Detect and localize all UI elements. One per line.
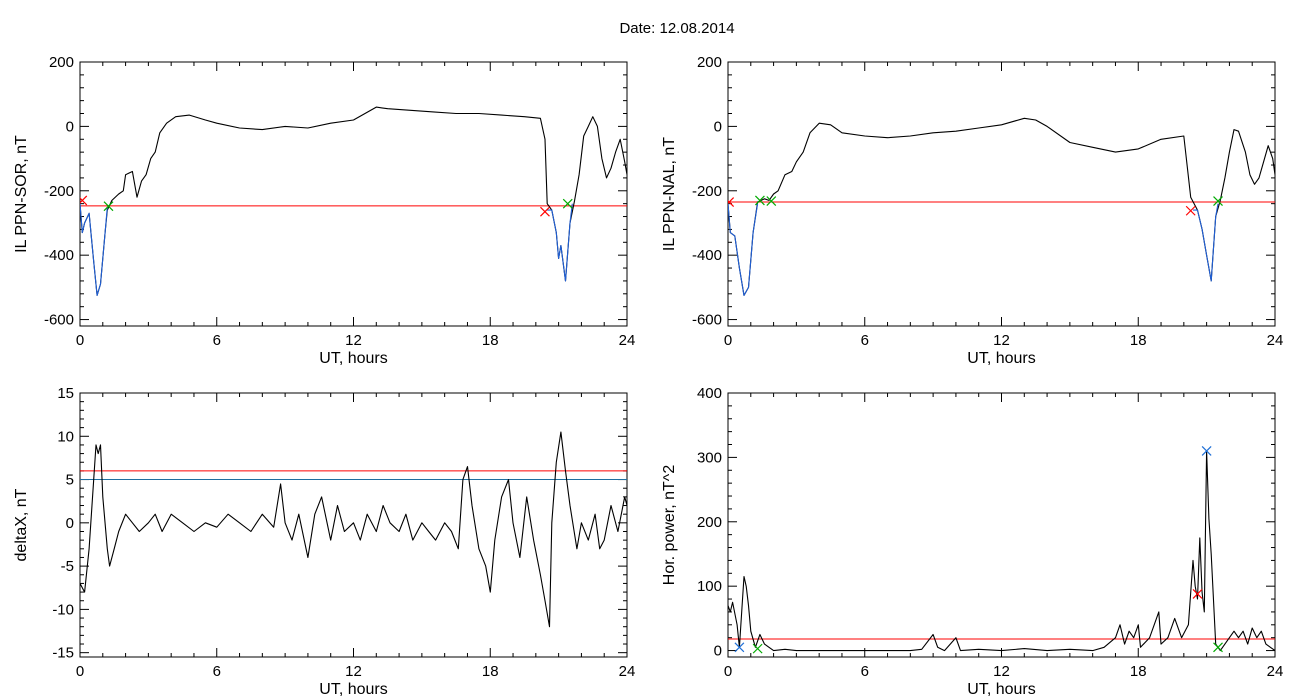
event-marker bbox=[1192, 588, 1203, 599]
series-line bbox=[547, 203, 573, 282]
figure-title: Date: 12.08.2014 bbox=[619, 20, 734, 37]
y-axis-label: deltaX, nT bbox=[13, 488, 30, 561]
series-line bbox=[728, 450, 1275, 652]
x-tick-label: 24 bbox=[1267, 663, 1284, 680]
x-axis-label: UT, hours bbox=[319, 681, 387, 698]
x-tick-label: 6 bbox=[213, 663, 221, 680]
x-tick-label: 18 bbox=[1130, 332, 1147, 349]
event-marker bbox=[766, 196, 777, 207]
x-tick-label: 24 bbox=[619, 332, 636, 349]
y-tick-label: 5 bbox=[66, 472, 74, 489]
y-tick-label: 10 bbox=[57, 428, 74, 445]
y-axis-label: Hor. power, nT^2 bbox=[661, 465, 678, 586]
series-line bbox=[728, 117, 1275, 296]
x-tick-label: 0 bbox=[76, 663, 84, 680]
y-tick-label: -200 bbox=[692, 183, 722, 200]
x-tick-label: 12 bbox=[345, 332, 362, 349]
plot-frame bbox=[79, 61, 628, 327]
chart-panel-3: 0 6 12 18 24 -15 -10 -5 0 5 10 15 UT, hours deltaX, n… bbox=[13, 385, 635, 698]
y-tick-label: 0 bbox=[714, 118, 722, 135]
y-tick-label: 200 bbox=[697, 514, 722, 531]
y-axis-label: IL PPN-NAL, nT bbox=[661, 137, 678, 251]
x-axis-label: UT, hours bbox=[967, 350, 1035, 367]
event-marker bbox=[1201, 446, 1212, 456]
x-tick-label: 0 bbox=[724, 663, 732, 680]
event-marker bbox=[728, 197, 735, 207]
x-tick-label: 24 bbox=[619, 663, 636, 680]
event-marker bbox=[754, 195, 765, 206]
event-marker bbox=[1213, 196, 1223, 207]
x-tick-label: 0 bbox=[76, 332, 84, 349]
y-tick-label: 15 bbox=[57, 385, 74, 402]
y-tick-label: -600 bbox=[692, 312, 722, 329]
x-tick-label: 12 bbox=[345, 663, 362, 680]
x-tick-label: 6 bbox=[861, 663, 869, 680]
y-tick-label: 400 bbox=[697, 385, 722, 402]
y-tick-label: -200 bbox=[44, 183, 74, 200]
event-marker bbox=[103, 201, 114, 212]
y-tick-label: -10 bbox=[52, 601, 74, 618]
series-line bbox=[1193, 203, 1219, 282]
event-marker bbox=[80, 195, 88, 206]
y-tick-label: 100 bbox=[697, 578, 722, 595]
y-tick-label: -400 bbox=[692, 247, 722, 264]
event-marker bbox=[752, 643, 763, 654]
series-line bbox=[80, 203, 108, 296]
event-marker bbox=[1213, 642, 1223, 653]
x-tick-label: 12 bbox=[993, 332, 1010, 349]
y-tick-label: 200 bbox=[49, 54, 74, 71]
plot-frame bbox=[727, 392, 1276, 658]
series-line bbox=[80, 431, 627, 628]
y-tick-label: 200 bbox=[697, 54, 722, 71]
event-marker bbox=[540, 206, 550, 217]
y-tick-label: 0 bbox=[66, 515, 74, 532]
y-tick-label: -5 bbox=[61, 558, 74, 575]
chart-panel-1: 0 6 12 18 24 -600 -400 -200 0 200 UT, hours IL PPN-… bbox=[13, 54, 635, 367]
x-tick-label: 0 bbox=[724, 332, 732, 349]
series-line bbox=[80, 106, 627, 296]
x-tick-label: 6 bbox=[861, 332, 869, 349]
x-tick-label: 18 bbox=[1130, 663, 1147, 680]
chart-panel-4: 0 6 12 18 24 0 100 200 300 400 UT, hours Hor. power… bbox=[661, 385, 1283, 698]
x-tick-label: 12 bbox=[993, 663, 1010, 680]
y-tick-label: -600 bbox=[44, 312, 74, 329]
x-axis-label: UT, hours bbox=[967, 681, 1035, 698]
event-marker bbox=[562, 198, 573, 209]
plot-frame bbox=[79, 392, 628, 658]
x-tick-label: 18 bbox=[482, 332, 499, 349]
y-tick-label: -15 bbox=[52, 645, 74, 662]
series-line bbox=[728, 203, 759, 296]
y-tick-label: -400 bbox=[44, 247, 74, 264]
x-axis-label: UT, hours bbox=[319, 350, 387, 367]
x-tick-label: 6 bbox=[213, 332, 221, 349]
y-axis-label: IL PPN-SOR, nT bbox=[13, 135, 30, 253]
plot-frame bbox=[727, 61, 1276, 327]
y-tick-label: 300 bbox=[697, 449, 722, 466]
event-marker bbox=[1185, 205, 1196, 216]
y-tick-label: 0 bbox=[66, 118, 74, 135]
event-marker bbox=[734, 642, 745, 653]
y-tick-label: 0 bbox=[714, 643, 722, 660]
x-tick-label: 18 bbox=[482, 663, 499, 680]
chart-panel-2: 0 6 12 18 24 -600 -400 -200 0 200 UT, hours IL PPN-… bbox=[661, 54, 1283, 367]
x-tick-label: 24 bbox=[1267, 332, 1284, 349]
